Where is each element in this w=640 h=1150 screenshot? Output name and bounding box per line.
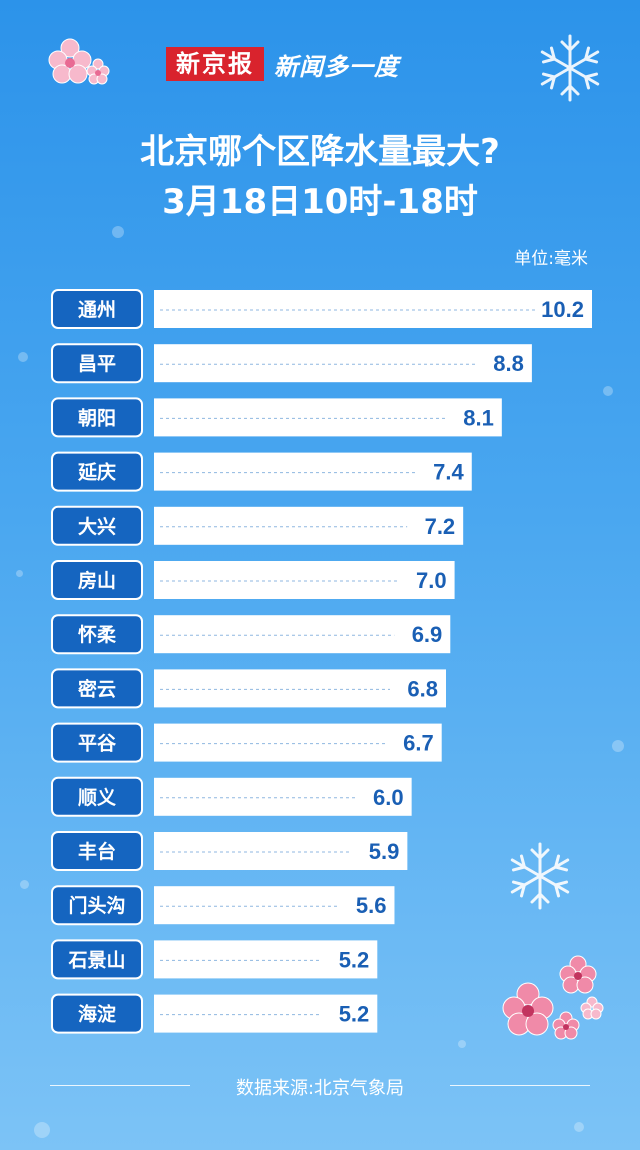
category-label: 顺义 [78,787,116,809]
footer-divider-left [50,1085,190,1086]
cherry-blossom-icon [502,955,604,1040]
category-box [51,885,143,926]
category-label: 通州 [78,299,116,321]
bar [154,940,378,979]
category-box [51,614,143,655]
value-label: 8.1 [463,405,494,430]
bar [154,886,395,925]
chart-subtitle: 3月18日10时-18时 [162,182,478,222]
category-label: 怀柔 [78,623,117,646]
bar [154,344,532,383]
footer-divider-right [450,1085,590,1086]
bar [154,777,412,816]
snowflake-icon [510,842,570,910]
category-box [51,397,143,438]
category-label: 密云 [78,677,116,700]
bar [154,561,455,599]
category-label: 海淀 [78,1003,117,1026]
value-label: 8.8 [493,351,524,376]
bar [154,723,442,762]
value-label: 6.8 [407,676,438,701]
bar [154,669,446,708]
category-box [51,505,143,546]
bar [154,832,408,870]
brand-header: 新京报 新闻多一度 [166,46,399,82]
category-box [51,668,143,709]
value-label: 5.6 [356,893,387,918]
category-label: 房山 [78,569,116,592]
bar [154,994,378,1033]
bar [154,398,502,437]
category-label: 朝阳 [78,407,116,429]
category-box [51,451,143,492]
brand-slogan: 新闻多一度 [274,52,399,81]
category-box [51,343,143,384]
value-label: 6.7 [403,731,434,756]
brand-logo: 新京报 [166,47,264,81]
snowflake-icon [540,34,600,102]
category-label: 昌平 [78,353,116,375]
category-label: 石景山 [67,949,125,971]
category-box [51,289,143,329]
chart-title: 北京哪个区降水量最大? [140,132,500,172]
value-label: 7.2 [425,514,456,539]
category-label: 门头沟 [68,894,125,917]
category-label: 平谷 [78,733,117,755]
value-label: 7.4 [433,460,464,485]
value-label: 6.9 [412,622,443,647]
category-box [51,776,143,817]
bar [154,290,592,328]
value-label: 5.2 [339,947,370,972]
category-label: 延庆 [77,461,116,484]
bar [154,452,472,491]
category-label: 大兴 [78,515,116,538]
category-label: 丰台 [78,840,116,863]
category-box [51,831,143,871]
data-source: 数据来源:北京气象局 [235,1078,405,1099]
bar [154,615,451,654]
category-box [51,993,143,1034]
value-label: 6.0 [373,785,404,810]
category-box [51,939,143,980]
value-label: 7.0 [416,568,447,593]
category-box [51,722,143,763]
value-label: 10.2 [541,297,584,322]
bar [154,506,464,545]
unit-label: 单位:毫米 [514,249,588,269]
cherry-blossom-icon [48,38,110,85]
value-label: 5.2 [339,1002,370,1027]
category-box [51,560,143,600]
value-label: 5.9 [369,839,400,864]
